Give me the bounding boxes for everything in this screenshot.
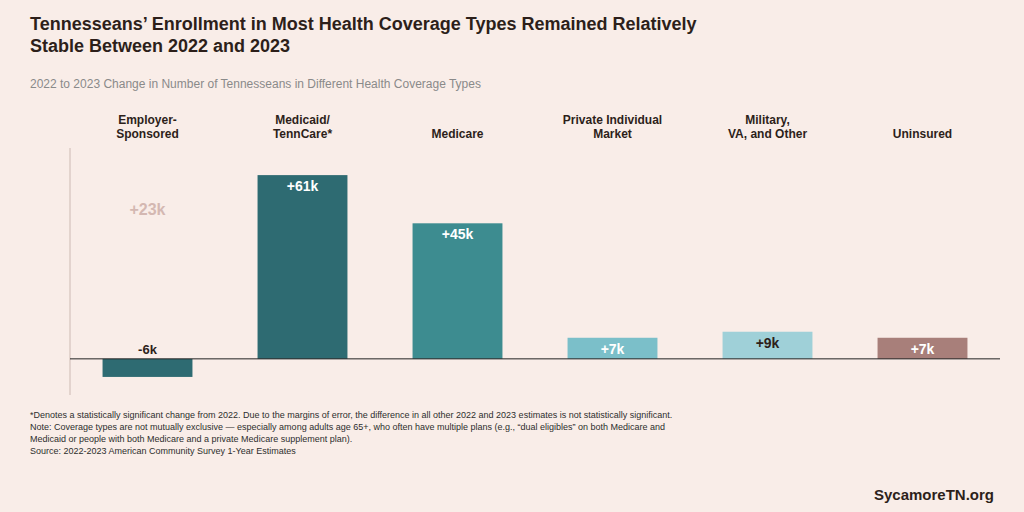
bar	[413, 223, 503, 359]
y-axis-line	[70, 148, 71, 395]
background	[0, 0, 1024, 512]
data-label: +7k	[911, 341, 935, 357]
text-line: Source: 2022-2023 American Community Sur…	[30, 446, 296, 456]
data-label: +61k	[287, 178, 319, 194]
text-line: Uninsured	[893, 127, 952, 141]
text-line: Employer-	[118, 113, 177, 127]
category-label: Medicare	[431, 127, 483, 141]
category-label: Uninsured	[893, 127, 952, 141]
text-line: Market	[593, 127, 632, 141]
data-label: +7k	[601, 341, 625, 357]
bar	[568, 338, 658, 359]
text-line: Medicare	[431, 127, 483, 141]
category-label: Medicaid/TennCare*	[273, 113, 332, 141]
bar	[878, 338, 968, 359]
data-label: +45k	[442, 226, 474, 242]
text-line: Medicaid or people with both Medicare an…	[30, 434, 352, 444]
category-label: Private IndividualMarket	[563, 113, 662, 141]
footer-note: *Denotes a statistically significant cha…	[30, 410, 672, 456]
subtitle: 2022 to 2023 Change in Number of Tenness…	[30, 77, 481, 91]
branding: SycamoreTN.org	[874, 486, 994, 503]
title: Tennesseans’ Enrollment in Most Health C…	[30, 14, 697, 56]
bars	[103, 175, 968, 377]
text-line: Stable Between 2022 and 2023	[30, 36, 290, 56]
text-line: Note: Coverage types are not mutually ex…	[30, 422, 665, 432]
text-line: VA, and Other	[728, 127, 807, 141]
data-label: -6k	[138, 342, 158, 357]
bar	[723, 332, 813, 359]
text-line: Private Individual	[563, 113, 662, 127]
text-line: Medicaid/	[275, 113, 330, 127]
text-line: TennCare*	[273, 127, 332, 141]
category-label: Military,VA, and Other	[728, 113, 807, 141]
chart: Tennesseans’ Enrollment in Most Health C…	[0, 0, 1024, 512]
bar	[258, 175, 348, 359]
text-line: Tennesseans’ Enrollment in Most Health C…	[30, 14, 697, 34]
text-line: Sponsored	[116, 127, 179, 141]
text-line: *Denotes a statistically significant cha…	[30, 410, 672, 420]
bar	[103, 359, 193, 377]
data-label: +9k	[756, 335, 780, 351]
annotation: +23k	[129, 201, 165, 218]
zero-line	[70, 358, 1000, 359]
category-label: Employer-Sponsored	[116, 113, 179, 141]
text-line: Military,	[745, 113, 789, 127]
